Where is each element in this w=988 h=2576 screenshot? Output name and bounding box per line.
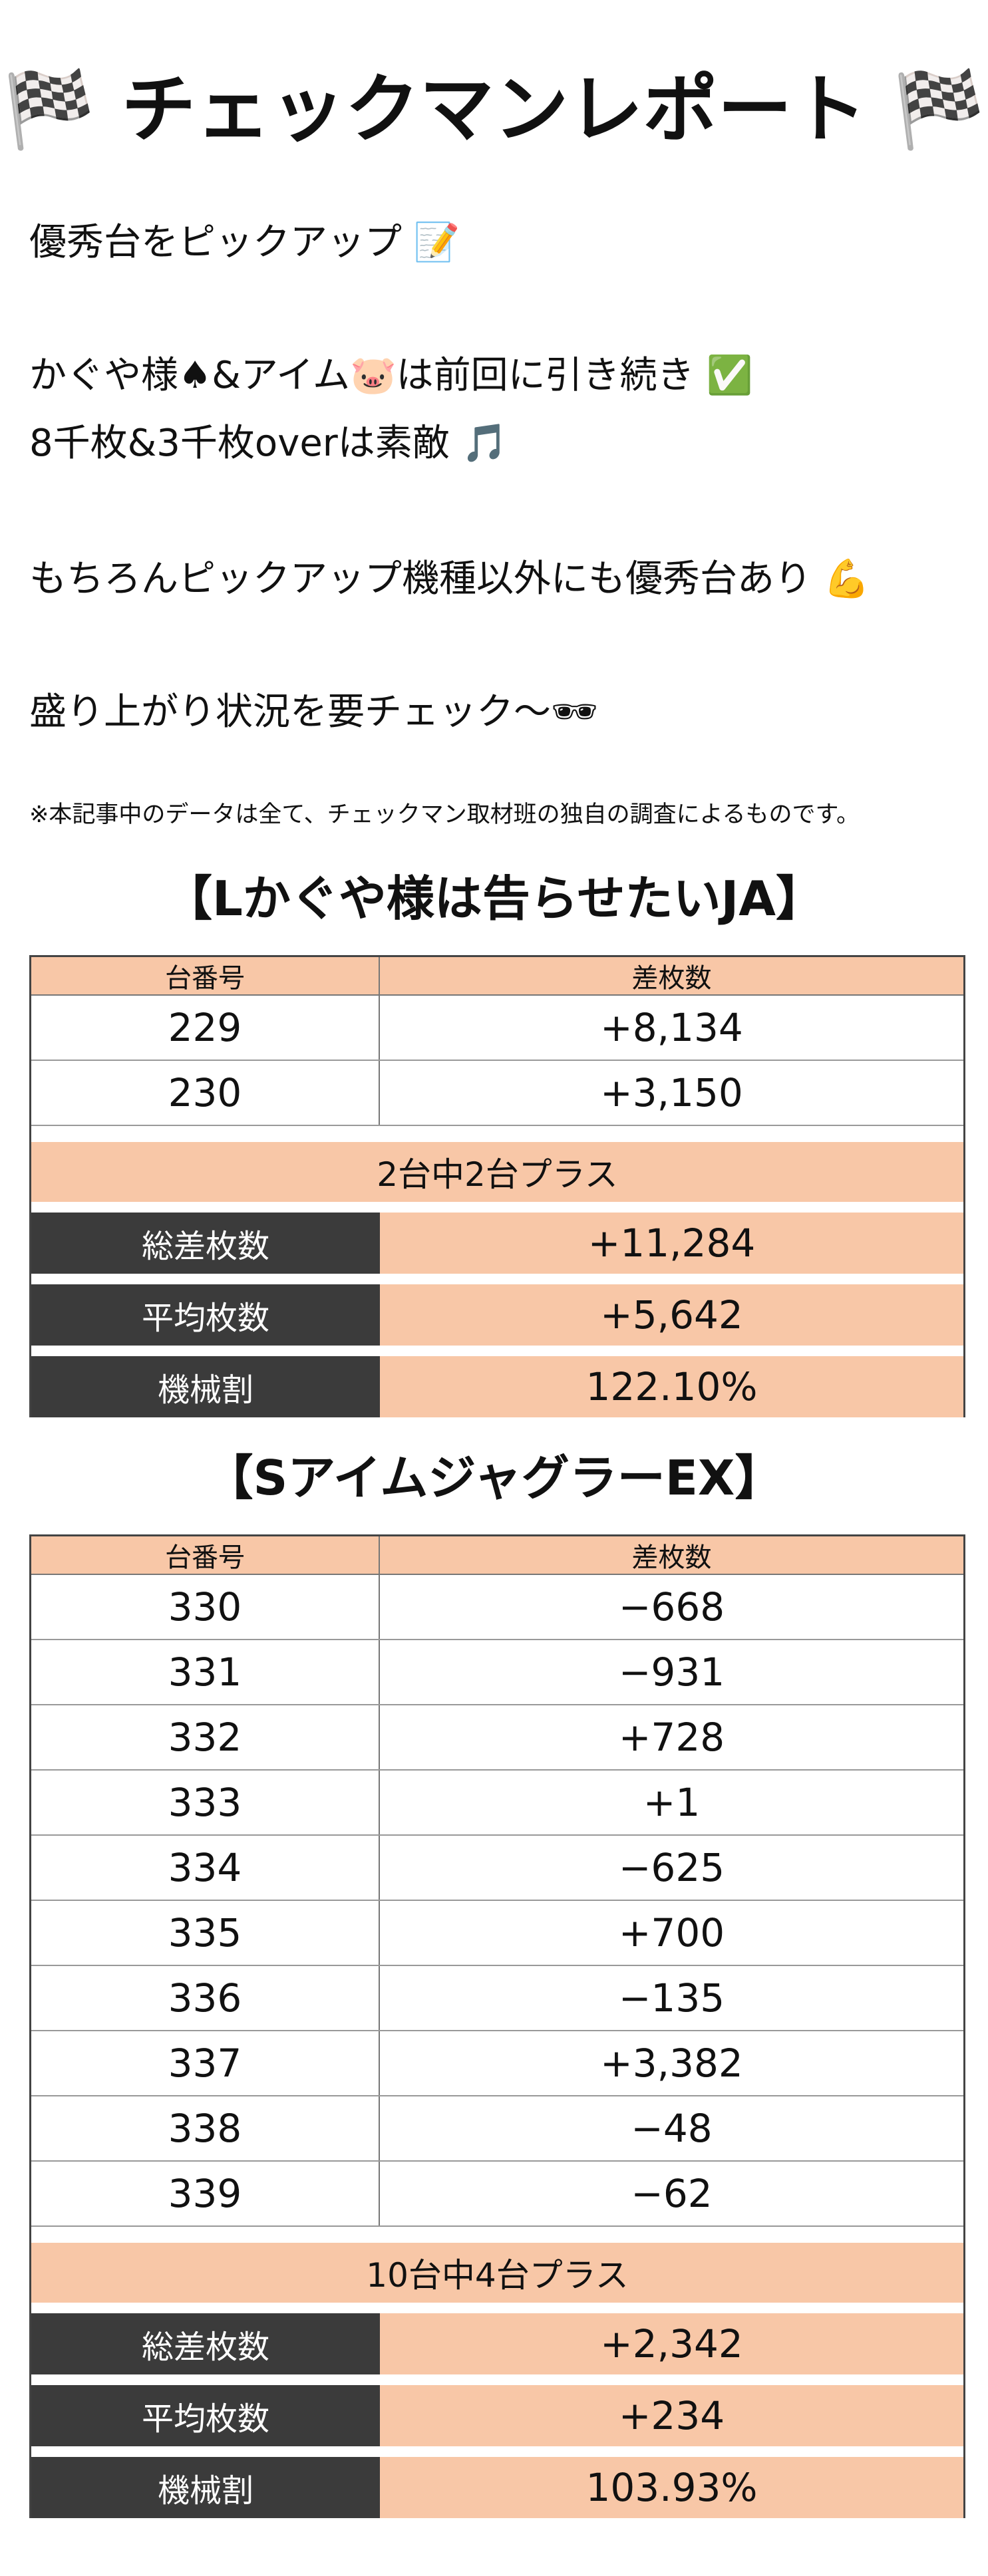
coin-diff: +728 [618, 1715, 725, 1760]
stat-row: 総差枚数 +11,284 [31, 1213, 963, 1274]
stat-label: 総差枚数 [31, 2313, 380, 2374]
stat-label: 平均枚数 [31, 1284, 380, 1346]
table: 台番号 差枚数 330 −668 331 −931 332 +728 333 +1 334 −625 3… [29, 1534, 965, 2518]
spacer [31, 1274, 963, 1284]
spacer [31, 2374, 963, 2385]
machine-number: 333 [31, 1771, 380, 1834]
data-row: 330 −668 [31, 1575, 963, 1640]
stat-label: 機械割 [31, 2457, 380, 2518]
machine-number: 336 [31, 1966, 380, 2030]
coin-diff: −48 [631, 2106, 713, 2151]
data-row: 230 +3,150 [31, 1061, 963, 1126]
intro-line: かぐや様♠&アイム🐷は前回に引き続き ✅ [29, 354, 753, 397]
summary: 2台中2台プラス [31, 1142, 963, 1202]
stat-value: 103.93% [379, 2457, 963, 2518]
coin-diff: +3,382 [600, 2041, 743, 2086]
data-row: 229 +8,134 [31, 996, 963, 1061]
coin-diff: +8,134 [600, 1005, 743, 1050]
spacer [31, 1126, 963, 1142]
coin-diff: −135 [618, 1975, 725, 2021]
data-row: 333 +1 [31, 1771, 963, 1836]
machine-number: 229 [31, 996, 380, 1060]
stat-label: 総差枚数 [31, 1213, 380, 1274]
spacer [31, 2446, 963, 2457]
spacer [31, 1346, 963, 1356]
machine-number: 337 [31, 2031, 380, 2095]
machine-number: 332 [31, 1705, 380, 1769]
column-header: 差枚数 [631, 1542, 712, 1573]
stat-value: 122.10% [379, 1356, 963, 1417]
coin-diff: −668 [618, 1584, 725, 1630]
intro-line: 盛り上がり状況を要チェック〜🕶 [29, 690, 599, 734]
stat-value: +2,342 [379, 2313, 963, 2374]
column-header: 差枚数 [631, 963, 712, 994]
spacer [31, 2303, 963, 2313]
data-row: 334 −625 [31, 1836, 963, 1901]
data-row: 335 +700 [31, 1901, 963, 1966]
data-row: 336 −135 [31, 1966, 963, 2031]
summary: 10台中4台プラス [31, 2243, 963, 2303]
stat-label: 平均枚数 [31, 2385, 380, 2446]
machine-number: 335 [31, 1901, 380, 1965]
machine-number: 230 [31, 1061, 380, 1125]
column-header: 台番号 [31, 1536, 380, 1574]
data-row: 339 −62 [31, 2162, 963, 2227]
machine-number: 331 [31, 1640, 380, 1704]
machine-number: 334 [31, 1836, 380, 1900]
intro-line: 8千枚&3千枚overは素敵 🎵 [29, 422, 508, 465]
machine-number: 338 [31, 2096, 380, 2160]
section-title: 【Lかぐや様は告らせたいJA】 [164, 871, 824, 927]
data-row: 337 +3,382 [31, 2031, 963, 2096]
stat-row: 機械割 103.93% [31, 2457, 963, 2518]
page-title: 🏁 チェックマンレポート 🏁 [3, 67, 985, 153]
stat-row: 平均枚数 +5,642 [31, 1284, 963, 1346]
coin-diff: −62 [631, 2171, 713, 2216]
section-title: 【SアイムジャグラーEX】 [205, 1450, 783, 1506]
intro-line: もちろんピックアップ機種以外にも優秀台あり 💪 [29, 557, 870, 601]
intro-line: 優秀台をピックアップ 📝 [29, 221, 460, 264]
header-row: 台番号 差枚数 [31, 1536, 963, 1575]
stat-label: 機械割 [31, 1356, 380, 1417]
data-row: 332 +728 [31, 1705, 963, 1771]
machine-number: 339 [31, 2162, 380, 2225]
machine-number: 330 [31, 1575, 380, 1639]
stat-value: +11,284 [379, 1213, 963, 1274]
coin-diff: +1 [643, 1780, 701, 1825]
note: ※本記事中のデータは全て、チェックマン取材班の独自の調査によるものです。 [29, 801, 860, 828]
coin-diff: +3,150 [600, 1070, 743, 1115]
spacer [31, 1202, 963, 1213]
data-row: 338 −48 [31, 2096, 963, 2162]
stat-value: +5,642 [379, 1284, 963, 1346]
stat-row: 総差枚数 +2,342 [31, 2313, 963, 2374]
spacer [31, 2227, 963, 2243]
table: 台番号 差枚数 229 +8,134 230 +3,150 2台中2台プラス 総差枚数 +11,… [29, 955, 965, 1417]
data-row: 331 −931 [31, 1640, 963, 1705]
stat-row: 機械割 122.10% [31, 1356, 963, 1417]
coin-diff: +700 [618, 1910, 725, 1955]
stat-row: 平均枚数 +234 [31, 2385, 963, 2446]
header-row: 台番号 差枚数 [31, 957, 963, 996]
stat-value: +234 [379, 2385, 963, 2446]
coin-diff: −931 [618, 1649, 725, 1695]
column-header: 台番号 [31, 957, 380, 994]
coin-diff: −625 [618, 1845, 725, 1890]
